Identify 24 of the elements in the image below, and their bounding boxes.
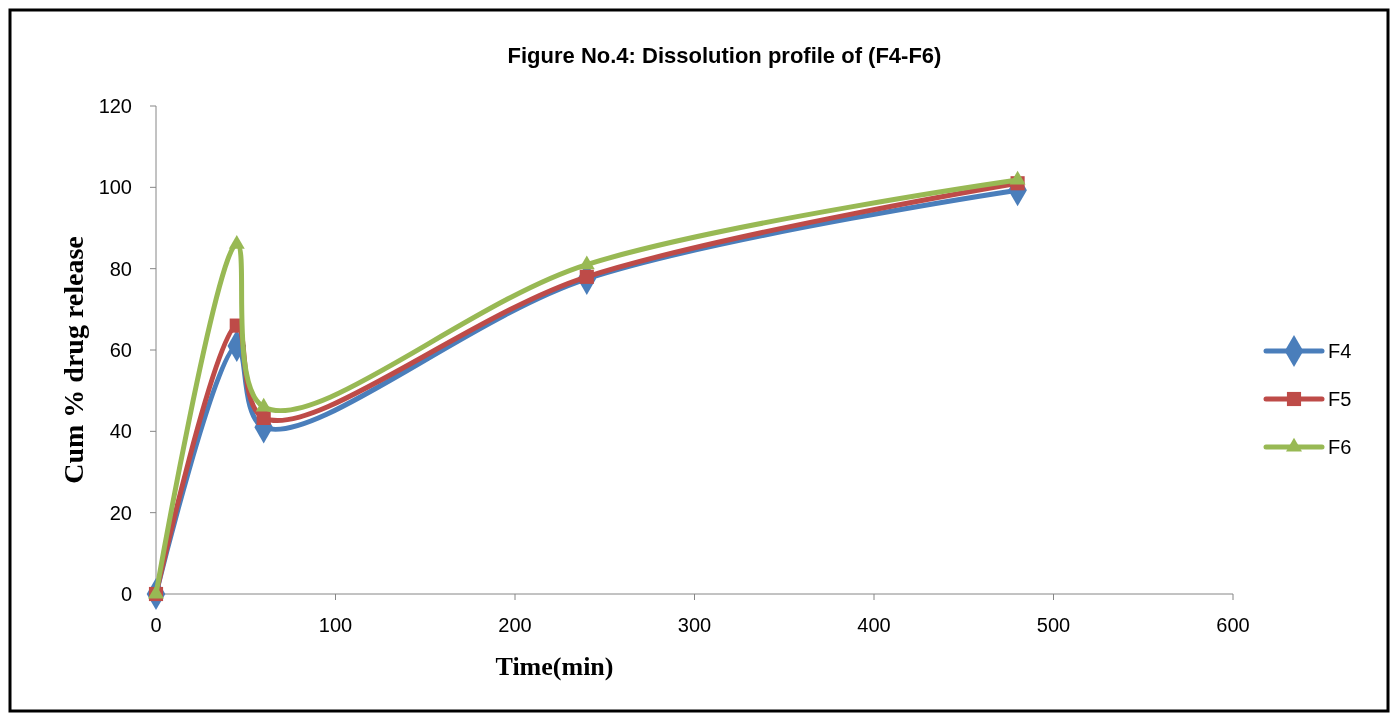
- y-tick-label: 40: [109, 420, 132, 443]
- x-tick-label: 600: [1216, 614, 1250, 636]
- y-tick-label: 60: [109, 339, 132, 361]
- point: [578, 255, 595, 270]
- y-tick-label: 100: [98, 176, 132, 199]
- y-tick-label: 0: [120, 583, 132, 605]
- x-tick-label: 100: [318, 614, 353, 636]
- y-tick-label: 120: [98, 95, 132, 117]
- chart-title: Figure No.4: Dissolution profile of (F4-F6): [507, 43, 942, 68]
- x-tick-label: 500: [1036, 614, 1071, 636]
- legend-label: F6: [1328, 436, 1352, 458]
- x-tick-label: 400: [857, 614, 891, 636]
- x-tick-label: 200: [498, 614, 532, 636]
- x-tick-label: 0: [150, 614, 162, 636]
- y-tick-label: 80: [109, 257, 132, 280]
- legend-label: F4: [1328, 340, 1352, 362]
- point: [1009, 170, 1026, 185]
- point: [228, 235, 245, 249]
- x-tick-label: 300: [677, 614, 712, 636]
- y-tick-label: 20: [109, 501, 132, 524]
- y-axis-title: Cum % drug release: [58, 236, 89, 484]
- legend-label: F5: [1328, 388, 1352, 410]
- point: [256, 410, 271, 425]
- x-axis-title: Time(min): [495, 652, 614, 681]
